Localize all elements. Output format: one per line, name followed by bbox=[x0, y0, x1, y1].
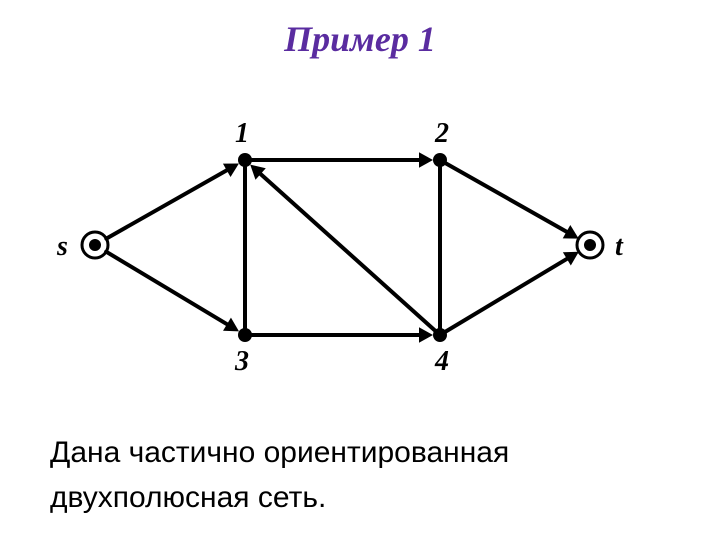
arrowhead-icon bbox=[419, 327, 433, 342]
edge bbox=[260, 173, 435, 330]
title-text: Пример 1 bbox=[284, 19, 436, 59]
edge bbox=[106, 170, 228, 239]
caption-block: Дана частично ориентированная двухполюсн… bbox=[50, 430, 509, 520]
node-label: 4 bbox=[434, 346, 449, 377]
terminal-node-inner bbox=[584, 239, 596, 251]
caption-line-2: двухполюсная сеть. bbox=[50, 475, 509, 520]
node-label: s bbox=[56, 231, 68, 262]
terminal-node-inner bbox=[89, 239, 101, 251]
network-diagram: s 1 2 3 4 t bbox=[0, 55, 720, 415]
graph-node bbox=[433, 328, 447, 342]
edge bbox=[446, 258, 568, 331]
graph-node bbox=[433, 153, 447, 167]
node-label: t bbox=[615, 231, 624, 262]
caption-line-1: Дана частично ориентированная bbox=[50, 430, 509, 475]
node-label: 2 bbox=[434, 118, 449, 149]
edge bbox=[106, 252, 228, 325]
page-title: Пример 1 bbox=[0, 18, 720, 60]
arrowhead-icon bbox=[419, 152, 433, 167]
graph-node bbox=[238, 153, 252, 167]
graph-node bbox=[238, 328, 252, 342]
node-label: 1 bbox=[235, 118, 249, 149]
node-label: 3 bbox=[234, 346, 249, 377]
edge bbox=[446, 163, 568, 232]
